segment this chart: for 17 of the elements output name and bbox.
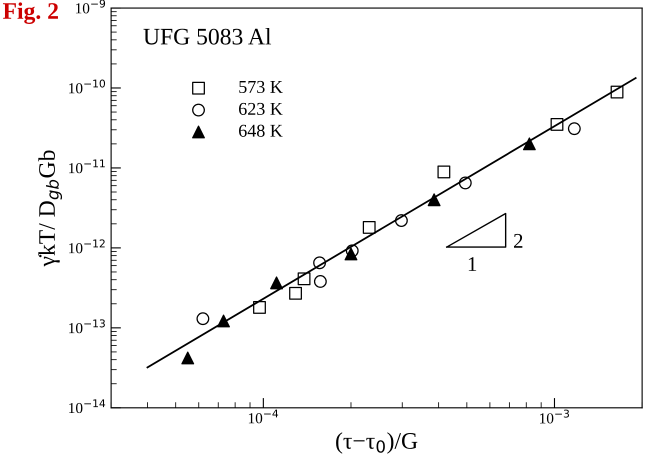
x-tick-label: 10$^{−4}$ (248, 410, 278, 424)
legend-label: 623 K (239, 102, 283, 115)
y-tick-label: 10$^{−13}$ (69, 319, 105, 334)
y-tick-label: 10$^{−11}$ (69, 160, 105, 174)
annotation: 1 (468, 257, 476, 271)
legend-label: 573 K (239, 80, 283, 94)
caption: Fig. 2 (2, 2, 58, 24)
x-axis-title: (τ−τ$_{0}$)/G (336, 432, 418, 454)
y-tick-label: 10$^{−14}$ (69, 399, 106, 414)
text: UFG 5083 Al (143, 28, 272, 45)
y-axis-title: γ̇kT/ D$_{gb}$Gb (38, 150, 62, 267)
legend-label: 648 K (239, 124, 283, 137)
y-tick-label: 10$^{−10}$ (69, 79, 106, 94)
y-tick-label: 10$^{−9}$ (76, 0, 106, 14)
x-tick-label: 10$^{−3}$ (540, 410, 569, 424)
annotation: 2 (514, 234, 522, 248)
y-tick-label: 10$^{−12}$ (69, 239, 105, 254)
